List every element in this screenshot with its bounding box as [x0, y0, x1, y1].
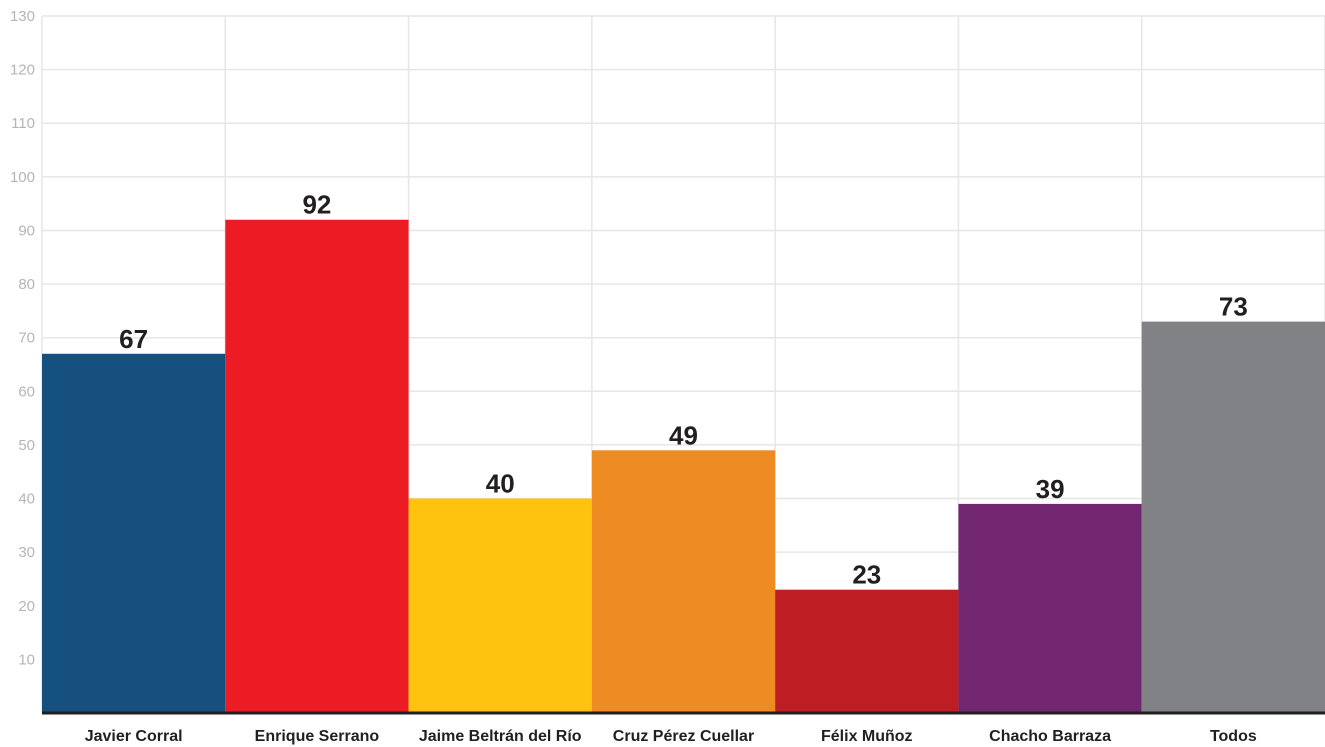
- bars: [42, 219, 1325, 713]
- y-tick-label: 40: [18, 491, 35, 508]
- y-tick-label: 130: [10, 8, 35, 25]
- x-tick-label: Cruz Pérez Cuellar: [613, 728, 754, 745]
- x-tick-label: Enrique Serrano: [255, 728, 380, 745]
- data-label: 49: [669, 420, 698, 450]
- data-label: 92: [302, 190, 331, 220]
- bar: [775, 589, 959, 713]
- bar: [591, 450, 776, 713]
- bar: [1141, 321, 1325, 713]
- x-tick-label: Jaime Beltrán del Río: [419, 728, 582, 745]
- y-tick-label: 90: [18, 222, 35, 239]
- value-labels: 67 92 40 49 23 39 73: [119, 190, 1248, 590]
- y-tick-label: 50: [18, 437, 35, 454]
- y-tick-label: 60: [18, 383, 35, 400]
- data-label: 39: [1036, 474, 1065, 504]
- x-tick-label: Todos: [1210, 728, 1257, 745]
- bar: [225, 219, 409, 713]
- y-tick-label: 20: [18, 598, 35, 615]
- bar: [958, 503, 1142, 713]
- x-tick-label: Chacho Barraza: [989, 728, 1111, 745]
- data-label: 67: [119, 324, 148, 354]
- x-axis-labels: Javier Corral Enrique Serrano Jaime Beltrá…: [85, 728, 1257, 745]
- y-tick-label: 10: [18, 651, 35, 668]
- bar: [42, 353, 226, 713]
- data-label: 40: [486, 469, 515, 499]
- y-tick-label: 110: [11, 115, 35, 132]
- x-tick-label: Javier Corral: [85, 728, 183, 745]
- y-tick-label: 30: [18, 544, 35, 561]
- y-tick-label: 100: [10, 169, 35, 186]
- data-label: 73: [1219, 292, 1248, 322]
- x-tick-label: Félix Muñoz: [821, 728, 913, 745]
- y-tick-label: 80: [18, 276, 35, 293]
- data-label: 23: [852, 560, 881, 590]
- bar: [408, 498, 592, 713]
- y-axis-ticks: 10 20 30 40 50 60 70 80 90 100 110 120 130: [10, 8, 35, 668]
- y-tick-label: 120: [10, 62, 35, 79]
- y-tick-label: 70: [18, 330, 35, 347]
